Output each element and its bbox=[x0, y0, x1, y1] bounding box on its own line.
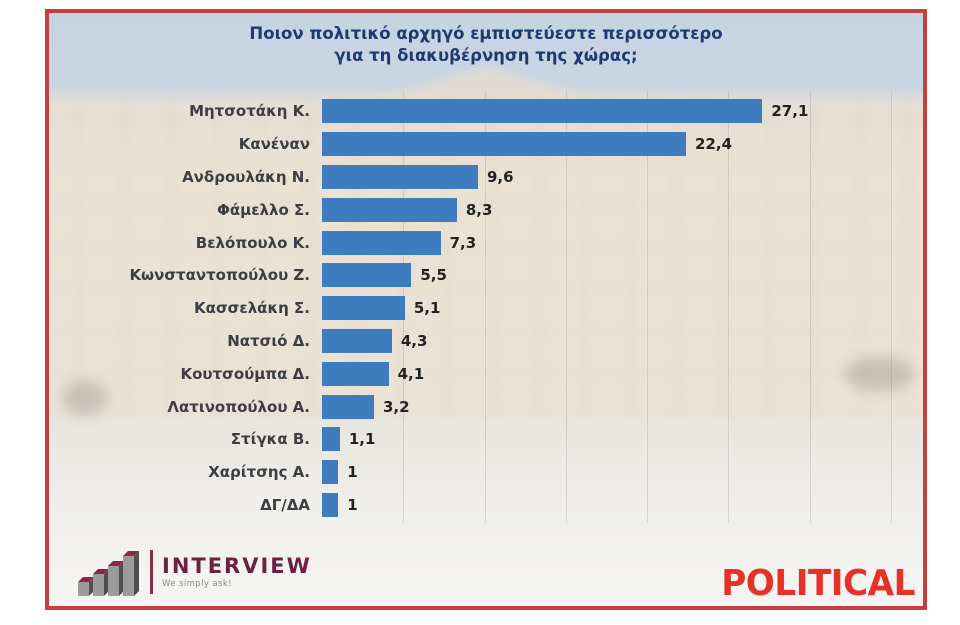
category-label: Κανέναν bbox=[238, 135, 310, 154]
value-label: 4,1 bbox=[397, 364, 425, 383]
bar-row: Βελόπουλο Κ. 7,3 bbox=[64, 226, 907, 259]
bar-chart: Μητσοτάκη Κ. 27,1 Κανέναν 22,4 Ανδρουλάκη Ν.… bbox=[64, 91, 907, 523]
bar-row: Χαρίτσης Α. 1 bbox=[64, 456, 907, 489]
bar-row: Φάμελλο Σ. 8,3 bbox=[64, 193, 907, 226]
chart-title-line1: Ποιον πολιτικό αρχηγό εμπιστεύεστε περισ… bbox=[249, 24, 723, 43]
bar-track: 27,1 bbox=[322, 99, 907, 124]
category-label: Κουτσούμπα Δ. bbox=[180, 364, 311, 383]
bar bbox=[322, 263, 412, 288]
category-label: Νατσιό Δ. bbox=[227, 331, 310, 350]
gridline bbox=[484, 91, 486, 523]
value-label: 4,3 bbox=[400, 331, 428, 350]
value-label: 3,2 bbox=[382, 397, 410, 416]
parliament-pediment bbox=[376, 66, 596, 101]
value-label: 5,1 bbox=[413, 299, 441, 318]
bar bbox=[322, 361, 389, 386]
bar-track: 4,3 bbox=[322, 328, 907, 353]
bar-track: 1 bbox=[322, 492, 907, 517]
category-label: Βελόπουλο Κ. bbox=[195, 233, 310, 252]
interview-wordmark: INTERVIEW bbox=[162, 553, 312, 578]
bar-row: ΔΓ/ΔΑ 1 bbox=[64, 489, 907, 522]
bar bbox=[322, 132, 686, 157]
bar-track: 7,3 bbox=[322, 230, 907, 255]
bar bbox=[322, 492, 339, 517]
gridline bbox=[728, 91, 730, 523]
value-label: 1 bbox=[347, 463, 358, 482]
bar-track: 5,1 bbox=[322, 296, 907, 321]
bar bbox=[322, 328, 392, 353]
category-label: Ανδρουλάκη Ν. bbox=[182, 167, 310, 186]
bar bbox=[322, 427, 340, 452]
poll-graphic-frame: Ποιον πολιτικό αρχηγό εμπιστεύεστε περισ… bbox=[45, 9, 927, 610]
political-wordmark: POLITICAL bbox=[721, 563, 915, 604]
bar-row: Κανέναν 22,4 bbox=[64, 128, 907, 161]
chart-title: Ποιον πολιτικό αρχηγό εμπιστεύεστε περισ… bbox=[49, 23, 923, 68]
value-label: 7,3 bbox=[449, 233, 477, 252]
category-label: Κασσελάκη Σ. bbox=[194, 299, 310, 318]
value-label: 9,6 bbox=[487, 167, 514, 186]
gridline bbox=[647, 91, 648, 523]
category-label: Φάμελλο Σ. bbox=[217, 200, 310, 219]
bar-track: 22,4 bbox=[322, 132, 907, 157]
bar-row: Στίγκα Β. 1,1 bbox=[64, 423, 907, 456]
bar bbox=[322, 394, 374, 419]
bar bbox=[322, 460, 339, 485]
value-label: 27,1 bbox=[771, 102, 809, 121]
bar-track: 3,2 bbox=[322, 394, 907, 419]
bar-track: 4,1 bbox=[322, 361, 907, 386]
interview-bars-icon bbox=[78, 551, 139, 596]
bar-row: Κωνσταντοπούλου Ζ. 5,5 bbox=[64, 259, 907, 292]
bar bbox=[322, 197, 457, 222]
gridline bbox=[809, 91, 811, 523]
category-label: Λατινοπούλου Α. bbox=[167, 397, 310, 416]
value-label: 1 bbox=[347, 495, 358, 514]
bar-row: Κουτσούμπα Δ. 4,1 bbox=[64, 357, 907, 390]
bar bbox=[322, 164, 478, 189]
bar bbox=[322, 99, 763, 124]
gridline bbox=[890, 91, 892, 523]
value-label: 22,4 bbox=[695, 135, 733, 154]
bar-row: Ανδρουλάκη Ν. 9,6 bbox=[64, 161, 907, 194]
background-foliage-right bbox=[844, 356, 915, 391]
bar-row: Μητσοτάκη Κ. 27,1 bbox=[64, 95, 907, 128]
bar bbox=[322, 296, 405, 321]
bar-track: 1 bbox=[322, 460, 907, 485]
category-label: ΔΓ/ΔΑ bbox=[260, 495, 310, 514]
bar-track: 8,3 bbox=[322, 197, 907, 222]
category-label: Κωνσταντοπούλου Ζ. bbox=[129, 266, 310, 285]
bar-track: 9,6 bbox=[322, 164, 907, 189]
value-label: 1,1 bbox=[348, 430, 376, 449]
background-foliage-left bbox=[62, 380, 109, 415]
bar-rows: Μητσοτάκη Κ. 27,1 Κανέναν 22,4 Ανδρουλάκη Ν.… bbox=[64, 95, 907, 521]
gridline bbox=[565, 91, 567, 523]
category-label: Μητσοτάκη Κ. bbox=[189, 102, 310, 121]
interview-logo-divider bbox=[150, 550, 153, 594]
bar-track: 5,5 bbox=[322, 263, 907, 288]
value-label: 5,5 bbox=[420, 266, 447, 285]
category-label: Χαρίτσης Α. bbox=[208, 463, 310, 482]
bar-track: 1,1 bbox=[322, 427, 907, 452]
value-label: 8,3 bbox=[465, 200, 493, 219]
bar bbox=[322, 230, 441, 255]
category-label: Στίγκα Β. bbox=[230, 430, 310, 449]
interview-tagline: We simply ask! bbox=[162, 578, 232, 589]
interview-logo: INTERVIEW We simply ask! bbox=[77, 546, 312, 598]
bar-row: Κασσελάκη Σ. 5,1 bbox=[64, 292, 907, 325]
bar-row: Λατινοπούλου Α. 3,2 bbox=[64, 390, 907, 423]
chart-title-line2: για τη διακυβέρνηση της χώρας; bbox=[334, 46, 638, 66]
bar-row: Νατσιό Δ. 4,3 bbox=[64, 325, 907, 358]
